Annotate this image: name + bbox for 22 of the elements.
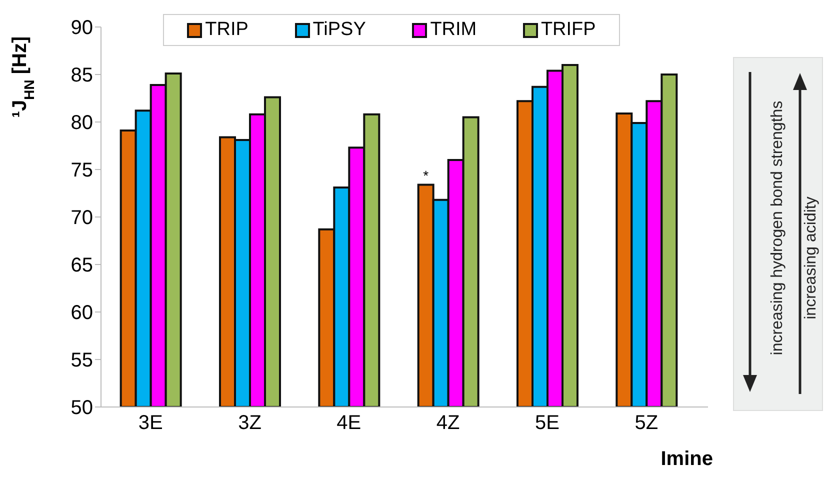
y-tick-label: 65	[70, 254, 93, 277]
x-tick-label: 5Z	[634, 412, 658, 434]
y-tick-label: 55	[70, 350, 93, 372]
y-tick-label: 80	[70, 112, 93, 134]
x-tick-label: 4E	[336, 412, 362, 434]
x-axis-title: Imine	[660, 448, 713, 470]
y-tick-label: 50	[70, 397, 93, 420]
x-tick-label: 5E	[535, 412, 560, 434]
y-tick-label: 75	[70, 160, 93, 182]
legend-label: TiPSY	[312, 19, 366, 41]
y-tick-label: 90	[70, 17, 93, 40]
y-tick-label: 70	[70, 207, 93, 230]
x-tick-label: 4Z	[436, 412, 460, 434]
legend-label: TRIP	[205, 19, 248, 41]
y-tick-label: 85	[70, 64, 93, 87]
legend-label: TRIM	[430, 19, 477, 41]
legend-label: TRIFP	[540, 19, 596, 41]
y-tick-label: 60	[70, 302, 93, 324]
side-panel: increasing hydrogen bond strengths increasing acidity	[733, 57, 823, 411]
annotation: *	[423, 168, 430, 184]
x-tick-label: 3E	[138, 412, 163, 434]
x-tick-label: 3Z	[238, 412, 262, 434]
